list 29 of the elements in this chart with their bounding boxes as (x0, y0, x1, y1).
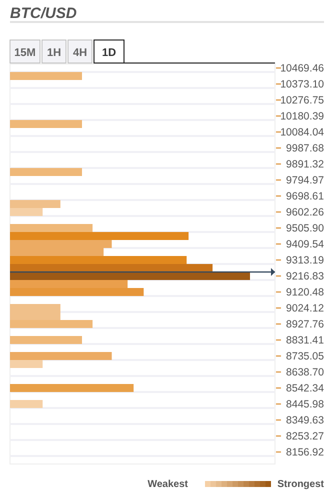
y-tick-label: 8445.98 (286, 398, 324, 411)
y-tick-label: 8349.63 (286, 414, 324, 427)
y-tick-label: 9216.83 (286, 270, 324, 283)
y-tick-label: 8831.41 (286, 334, 324, 347)
y-tick-label: 9987.68 (286, 142, 324, 155)
y-tick-label: 8927.76 (286, 318, 324, 331)
y-tick-label: 10276.75 (280, 94, 324, 107)
y-tick-label: 9602.26 (286, 206, 324, 219)
y-tick-label: 9120.48 (286, 286, 324, 299)
y-tick-label: 8156.92 (286, 446, 324, 459)
y-tick-label: 9024.12 (286, 302, 324, 315)
y-tick-label: 8253.27 (286, 430, 324, 443)
y-tick-label: 10373.10 (280, 78, 324, 91)
y-tick-label: 8638.70 (286, 366, 324, 379)
y-tick-label: 8542.34 (286, 382, 324, 395)
y-tick-label: 9698.61 (286, 190, 324, 203)
y-tick-label: 10469.46 (280, 62, 324, 75)
y-tick-label: 9794.97 (286, 174, 324, 187)
chart-title: BTC/USD (10, 5, 77, 22)
y-tick-label: 10180.39 (280, 110, 324, 123)
y-tick-label: 9409.54 (286, 238, 324, 251)
timeframe-tabs: 15M 1H 4H 1D (10, 40, 276, 64)
text: Weakest (148, 479, 189, 490)
y-tick-label: 9505.90 (286, 222, 324, 235)
y-tick-label: 9891.32 (286, 158, 324, 171)
y-tick-label: 10084.04 (280, 126, 324, 139)
y-tick-label: 8735.05 (286, 350, 324, 363)
y-tick-label: 9313.19 (286, 254, 324, 267)
text: Strongest (277, 479, 325, 490)
